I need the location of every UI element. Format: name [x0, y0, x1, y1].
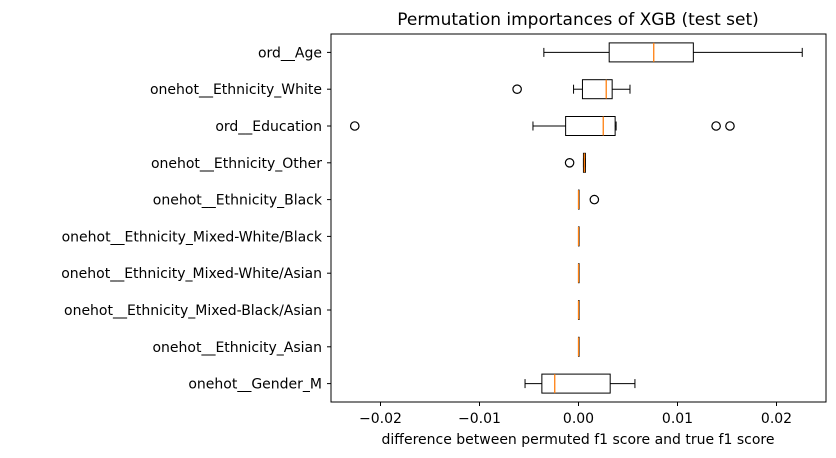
y-tick-label: onehot__Ethnicity_Mixed-White/Asian — [61, 266, 322, 282]
y-tick-label: onehot__Gender_M — [188, 377, 322, 393]
y-tick-label: onehot__Ethnicity_Mixed-White/Black — [62, 229, 323, 245]
x-tick-label: 0.01 — [662, 411, 693, 427]
box-2 — [512, 79, 631, 100]
outlier-point — [512, 84, 522, 94]
y-tick-label: ord__Education — [215, 119, 322, 135]
box-5 — [577, 189, 600, 210]
box-body — [608, 42, 694, 63]
y-tick-label: onehot__Ethnicity_Other — [151, 156, 322, 172]
y-tick-label: ord__Age — [258, 45, 322, 61]
box-body — [565, 116, 616, 136]
x-tick-label: 0.00 — [563, 411, 594, 427]
outlier-point — [589, 194, 600, 205]
box-1 — [543, 42, 803, 63]
y-tick-label: onehot__Ethnicity_Asian — [152, 340, 322, 356]
box-3 — [349, 116, 735, 136]
outlier-point — [564, 158, 575, 168]
x-axis: −0.02 −0.01 0.00 0.01 0.02 — [359, 402, 792, 427]
y-tick-label: onehot__Ethnicity_White — [150, 82, 322, 98]
chart-title: Permutation importances of XGB (test set… — [397, 10, 759, 30]
y-axis: ord__Age onehot__Ethnicity_White ord__Educ… — [61, 45, 331, 393]
box-9 — [577, 336, 580, 357]
x-tick-label: 0.02 — [761, 411, 792, 427]
box-6 — [577, 226, 580, 247]
x-tick-label: −0.02 — [359, 411, 402, 427]
x-tick-label: −0.01 — [458, 411, 501, 427]
box-8 — [577, 300, 580, 320]
box-7 — [577, 263, 580, 284]
box-10 — [524, 373, 636, 394]
outlier-point — [349, 121, 360, 131]
box-4 — [564, 152, 586, 173]
box-body — [541, 373, 611, 394]
outlier-point — [725, 121, 735, 131]
x-axis-label: difference between permuted f1 score and… — [382, 432, 775, 448]
plot-area — [330, 33, 827, 403]
box-body — [581, 79, 613, 100]
outlier-point — [711, 121, 721, 131]
y-tick-label: onehot__Ethnicity_Black — [153, 193, 323, 209]
y-tick-label: onehot__Ethnicity_Mixed-Black/Asian — [64, 303, 322, 319]
